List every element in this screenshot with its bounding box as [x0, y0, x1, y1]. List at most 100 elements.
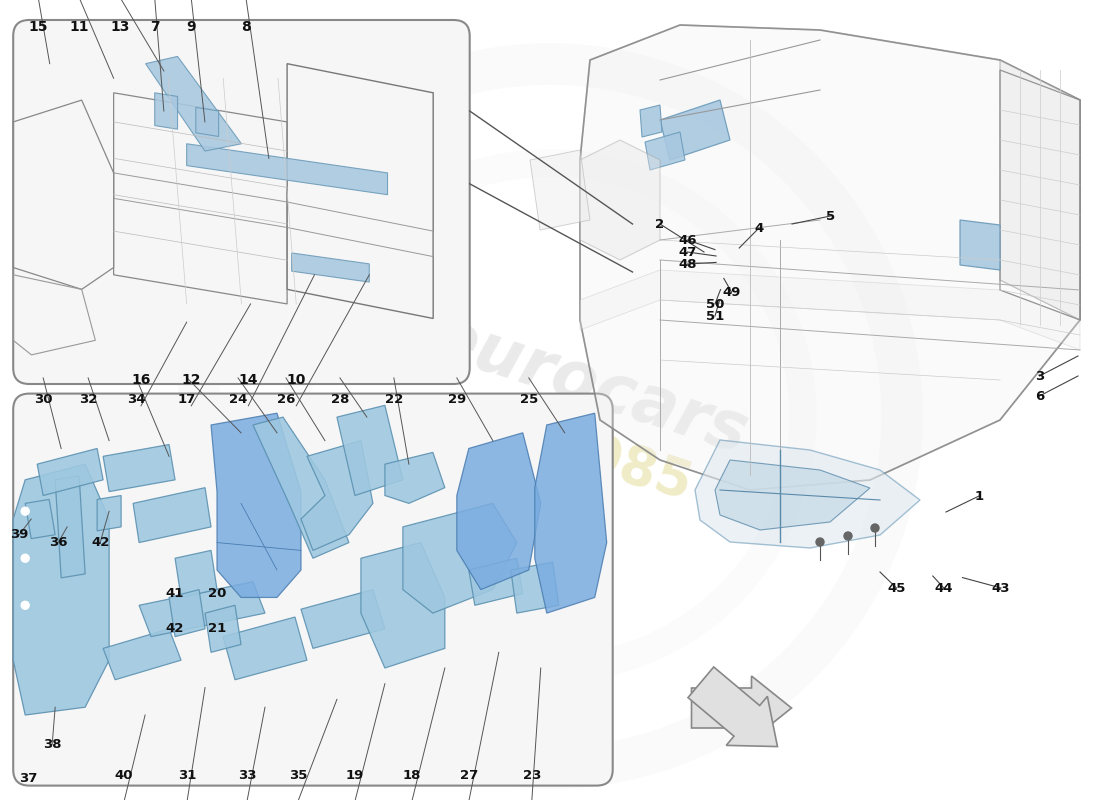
Text: 26: 26	[277, 393, 295, 406]
Polygon shape	[301, 590, 385, 648]
Polygon shape	[205, 606, 241, 652]
Circle shape	[871, 524, 879, 532]
Polygon shape	[695, 440, 920, 548]
Polygon shape	[187, 144, 387, 194]
Text: 18: 18	[403, 770, 421, 782]
Text: 42: 42	[166, 622, 185, 635]
Polygon shape	[169, 590, 205, 637]
Circle shape	[21, 507, 30, 515]
Polygon shape	[580, 25, 1080, 490]
Circle shape	[21, 602, 30, 610]
Polygon shape	[145, 56, 242, 151]
Text: 1: 1	[975, 490, 983, 502]
Polygon shape	[223, 617, 307, 680]
Text: 9: 9	[186, 19, 196, 34]
Text: eurocars: eurocars	[424, 304, 757, 468]
Polygon shape	[139, 582, 265, 637]
Text: 48: 48	[679, 258, 696, 270]
Text: 17: 17	[178, 393, 196, 406]
Text: 40: 40	[114, 770, 133, 782]
Text: 20: 20	[208, 587, 227, 600]
FancyBboxPatch shape	[13, 394, 613, 786]
Polygon shape	[403, 503, 517, 613]
Text: 47: 47	[679, 246, 696, 258]
Polygon shape	[688, 667, 778, 746]
Text: 4: 4	[755, 222, 763, 234]
Text: 46: 46	[679, 234, 696, 246]
Polygon shape	[580, 270, 1080, 350]
Text: 24: 24	[229, 393, 248, 406]
Text: 32: 32	[79, 393, 97, 406]
Polygon shape	[155, 93, 177, 130]
Text: 19: 19	[345, 770, 364, 782]
Text: 44: 44	[935, 582, 953, 594]
Polygon shape	[640, 105, 662, 137]
Text: 42: 42	[91, 536, 109, 549]
Text: 14: 14	[239, 373, 258, 386]
Text: 50: 50	[706, 298, 724, 310]
Text: 28: 28	[331, 393, 349, 406]
Text: 3: 3	[1035, 370, 1044, 382]
Text: 29: 29	[448, 393, 466, 406]
Text: 11: 11	[69, 19, 89, 34]
Polygon shape	[645, 132, 685, 170]
Polygon shape	[253, 417, 349, 558]
Text: 23: 23	[522, 770, 541, 782]
Polygon shape	[535, 414, 607, 613]
Polygon shape	[55, 476, 85, 578]
Text: 33: 33	[238, 770, 256, 782]
Polygon shape	[469, 558, 522, 606]
Text: 7: 7	[150, 19, 160, 34]
Text: 38: 38	[43, 738, 62, 751]
Polygon shape	[510, 562, 559, 613]
Polygon shape	[103, 629, 182, 680]
Polygon shape	[960, 220, 1000, 270]
Text: 8: 8	[241, 19, 251, 34]
Text: 10: 10	[286, 373, 306, 386]
Polygon shape	[211, 414, 301, 598]
Text: 25: 25	[519, 393, 538, 406]
Text: 51: 51	[706, 310, 724, 322]
Polygon shape	[692, 676, 792, 740]
Polygon shape	[385, 453, 444, 503]
Text: 5: 5	[826, 210, 835, 222]
Text: 39: 39	[10, 528, 29, 542]
Polygon shape	[103, 445, 175, 491]
Polygon shape	[133, 488, 211, 542]
Text: 36: 36	[48, 536, 67, 549]
Circle shape	[21, 554, 30, 562]
Text: 15: 15	[29, 19, 48, 34]
Polygon shape	[301, 441, 373, 550]
Polygon shape	[715, 460, 870, 530]
Polygon shape	[175, 550, 217, 598]
Polygon shape	[13, 464, 109, 715]
Circle shape	[844, 532, 852, 540]
Text: 41: 41	[166, 587, 185, 600]
Text: 22: 22	[385, 393, 403, 406]
Text: 30: 30	[34, 393, 53, 406]
Text: 34: 34	[126, 393, 145, 406]
Polygon shape	[660, 100, 730, 160]
Text: 16: 16	[131, 373, 151, 386]
Polygon shape	[97, 495, 121, 531]
FancyBboxPatch shape	[13, 20, 470, 384]
Text: 27: 27	[460, 770, 477, 782]
Text: 2: 2	[656, 218, 664, 230]
Polygon shape	[337, 406, 403, 495]
Text: 1085: 1085	[542, 418, 697, 514]
Polygon shape	[37, 449, 103, 495]
Polygon shape	[1000, 60, 1080, 320]
Text: 43: 43	[992, 582, 1010, 594]
Polygon shape	[530, 150, 590, 230]
Text: 21: 21	[208, 622, 227, 635]
Text: 6: 6	[1035, 390, 1044, 402]
Text: 37: 37	[19, 772, 37, 785]
Text: 45: 45	[888, 582, 905, 594]
Polygon shape	[25, 499, 55, 538]
Polygon shape	[456, 433, 541, 590]
Text: 35: 35	[289, 770, 307, 782]
Text: 31: 31	[178, 770, 196, 782]
Circle shape	[816, 538, 824, 546]
Text: 13: 13	[111, 19, 130, 34]
Polygon shape	[361, 542, 444, 668]
